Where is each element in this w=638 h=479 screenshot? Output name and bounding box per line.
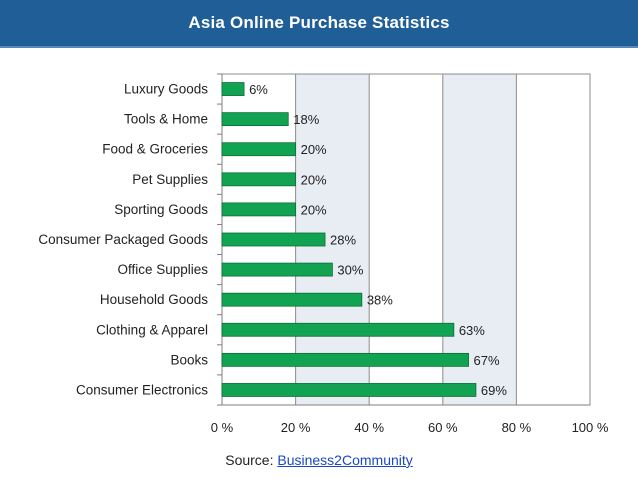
bar bbox=[221, 292, 363, 307]
x-tick-label: 100 % bbox=[572, 420, 609, 435]
bar bbox=[221, 352, 469, 367]
data-label: 28% bbox=[330, 233, 356, 248]
plot-band bbox=[442, 74, 517, 405]
plot-band bbox=[369, 74, 443, 405]
bar bbox=[221, 202, 296, 217]
data-label: 18% bbox=[293, 112, 319, 127]
data-label: 6% bbox=[249, 82, 268, 97]
data-label: 38% bbox=[367, 293, 393, 308]
data-label: 63% bbox=[459, 323, 485, 338]
bar bbox=[221, 172, 296, 187]
category-label: Consumer Electronics bbox=[76, 382, 208, 397]
source-link[interactable]: Business2Community bbox=[277, 452, 413, 468]
data-label: 20% bbox=[301, 142, 327, 157]
category-label: Food & Groceries bbox=[102, 142, 208, 157]
category-label: Consumer Packaged Goods bbox=[38, 232, 208, 247]
bar bbox=[221, 82, 245, 96]
bar bbox=[221, 112, 289, 127]
bar bbox=[221, 262, 333, 277]
bar bbox=[221, 383, 477, 397]
bar bbox=[221, 322, 455, 337]
plot-band bbox=[516, 74, 590, 405]
x-tick-label: 40 % bbox=[354, 420, 384, 435]
source-label: Source: bbox=[225, 452, 278, 468]
category-label: Luxury Goods bbox=[124, 82, 208, 97]
source-line: Source: Business2Community bbox=[0, 452, 638, 468]
bar bbox=[221, 142, 296, 157]
header-bar: Asia Online Purchase Statistics bbox=[0, 0, 638, 48]
category-label: Household Goods bbox=[100, 292, 208, 307]
bar-chart: Luxury Goods 6% Tools & Home 18% Food & Groc… bbox=[38, 73, 609, 435]
chart-title: Asia Online Purchase Statistics bbox=[188, 13, 450, 32]
x-tick-label: 0 % bbox=[211, 420, 234, 435]
data-label: 20% bbox=[301, 202, 327, 217]
data-label: 30% bbox=[337, 263, 363, 278]
category-label: Tools & Home bbox=[124, 112, 208, 127]
x-tick-label: 20 % bbox=[281, 420, 311, 435]
category-label: Pet Supplies bbox=[132, 172, 208, 187]
x-tick-label: 60 % bbox=[428, 420, 458, 435]
category-label: Sporting Goods bbox=[114, 202, 208, 217]
data-label: 67% bbox=[474, 353, 500, 368]
category-label: Books bbox=[170, 352, 208, 367]
category-label: Office Supplies bbox=[117, 262, 208, 277]
bar bbox=[221, 232, 326, 247]
category-label: Clothing & Apparel bbox=[96, 322, 208, 337]
data-label: 69% bbox=[481, 383, 507, 398]
data-label: 20% bbox=[301, 172, 327, 187]
x-tick-label: 80 % bbox=[502, 420, 532, 435]
